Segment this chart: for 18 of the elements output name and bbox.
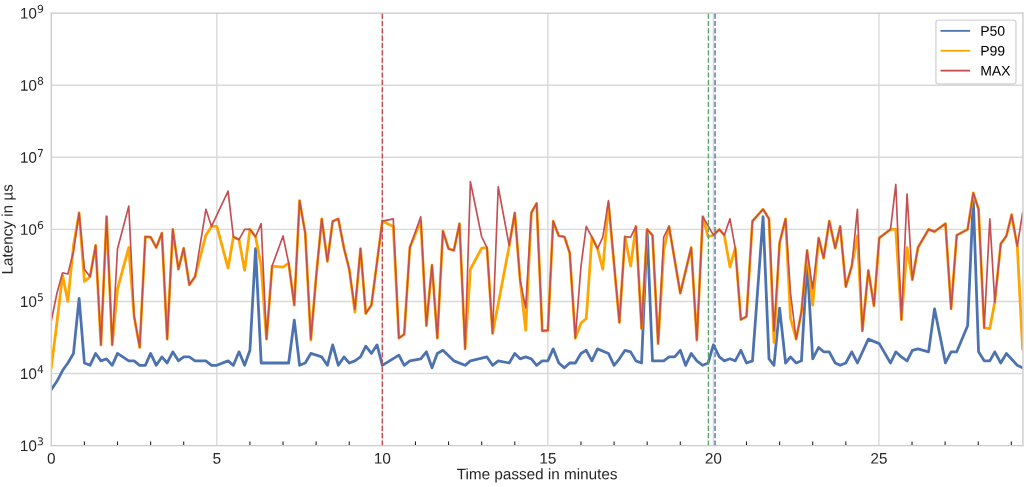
x-tick-label: 0 xyxy=(47,452,55,464)
legend-label: P99 xyxy=(981,45,1005,56)
y-tick-label: 10$^{4}$ xyxy=(21,365,44,380)
y-tick-label: 10$^{9}$ xyxy=(21,4,44,19)
x-tick-label: 15 xyxy=(540,453,556,464)
legend-label: MAX xyxy=(981,65,1011,76)
y-tick-label: 10$^{7}$ xyxy=(21,149,43,163)
x-tick-label: 5 xyxy=(213,453,221,464)
x-tick-label: 10 xyxy=(375,452,391,464)
y-tick-label: 10$^{3}$ xyxy=(21,437,43,452)
y-tick-label: 10$^{8}$ xyxy=(21,76,44,91)
y-tick-label: 10$^{6}$ xyxy=(21,221,44,235)
x-tick-label: 25 xyxy=(871,452,887,464)
y-axis-title: Latency in µs xyxy=(1,184,16,274)
legend-label: P50 xyxy=(981,26,1005,36)
y-tick-label: 10$^{5}$ xyxy=(21,293,43,308)
x-tick-label: 20 xyxy=(705,452,722,464)
x-axis-title: Time passed in minutes xyxy=(457,468,617,483)
